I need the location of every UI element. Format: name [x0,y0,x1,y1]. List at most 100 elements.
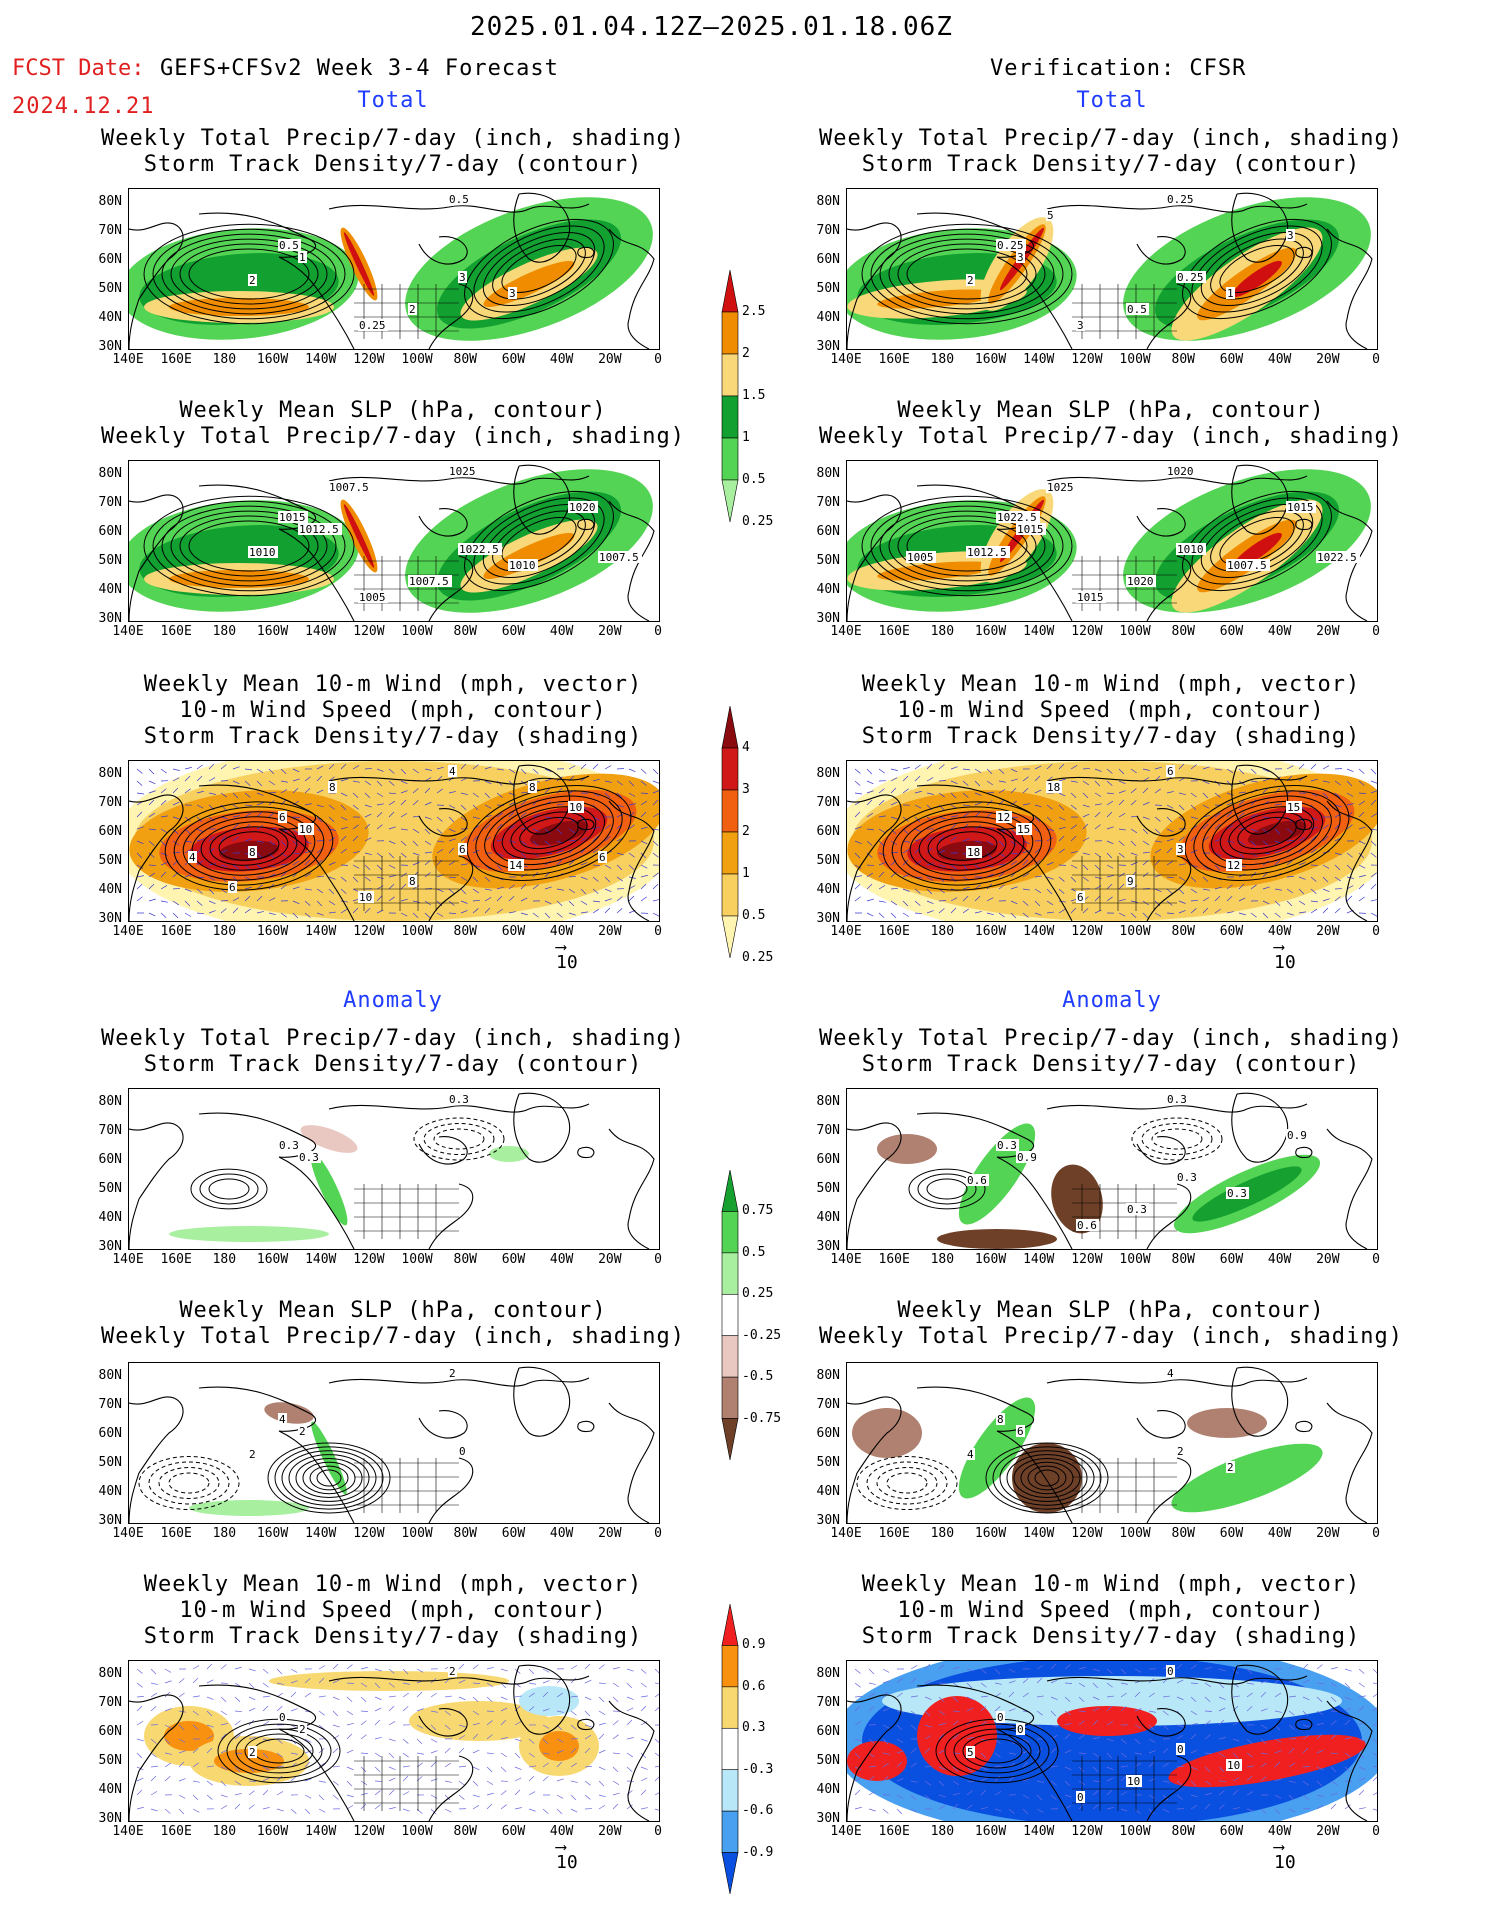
wind-vector [1274,1778,1282,1782]
panel-title-line: Storm Track Density/7-day (contour) [143,152,643,177]
colorbar-label-total-precip: 1 [742,430,750,445]
wind-vector [962,792,969,798]
wind-vector [1008,1680,1016,1684]
coastline [1295,246,1313,259]
wind-vector [640,874,648,878]
contour-label: 0 [1177,1743,1184,1756]
wind-vector [652,799,659,806]
wind-vector [580,888,587,895]
wind-vector [206,1747,213,1754]
coastline [577,518,595,531]
lon-tick-label: 0 [654,624,662,639]
lon-tick-label: 20W [598,1252,622,1267]
wind-vector [1358,1789,1365,1796]
wind-vector [1154,788,1161,794]
contour-label: 1007.5 [1227,559,1267,572]
wind-vector [952,1803,959,1810]
wind-vector [528,1808,536,1812]
wind-vector [1358,768,1365,774]
wind-vector [998,768,1005,774]
lon-tick-label: 20W [1316,352,1340,367]
wind-vector [1148,1778,1156,1782]
wind-vector [1064,1696,1071,1703]
contour-label-bg [298,1151,321,1163]
wind-vector [444,1808,452,1813]
vector-reference: ⟶ 10 [1274,939,1296,974]
lat-tick-label: 30N [816,911,840,926]
wind-vector [136,1789,143,1796]
wind-vector [626,1682,633,1689]
wind-vector [994,1682,1002,1685]
wind-vector [1142,828,1149,835]
wind-vector [232,823,239,830]
wind-vector [268,768,275,775]
wind-vector [854,852,861,859]
wind-vector [184,816,191,822]
wind-vector [1034,888,1042,894]
wind-vector [628,803,636,806]
wind-vector [914,804,922,809]
contour-label-bg [996,511,1040,523]
coastline [1326,228,1373,349]
wind-vector [640,896,647,902]
panel-title-line: Weekly Total Precip/7-day (inch, shading… [818,126,1404,151]
contour-label-bg [1226,1187,1249,1199]
coastline [328,775,590,785]
wind-vector [924,1780,931,1786]
wind-vector [436,816,443,822]
colorbar-segment [721,395,739,439]
coastline [1326,500,1373,621]
lon-tick-label: 160E [878,924,910,939]
wind-vector [966,1668,974,1672]
lat-tick-label: 60N [816,252,840,267]
wind-vector [570,1794,577,1801]
wind-vector [914,764,921,770]
contour-line [882,801,1052,891]
wind-vector [1226,825,1234,830]
wind-vector [500,1707,508,1712]
wind-vector [640,1682,647,1688]
wind-vector [1358,1695,1366,1698]
wind-vector [244,804,253,806]
contour-line [484,795,614,871]
wind-vector [568,839,576,842]
lon-tick-label: 0 [1372,1824,1380,1839]
wind-vector [412,828,420,834]
wind-vector [926,836,933,842]
wind-vector [628,852,635,858]
wind-vector [448,816,455,823]
wind-vector [1204,1682,1212,1688]
contour-label-bg [1126,875,1135,887]
wind-vector [1346,811,1353,818]
wind-vector [654,1792,659,1796]
vector-reference-label: 10 [556,1852,578,1873]
vector-reference: ⟶ 10 [1274,1839,1296,1874]
lon-tick-label: 180 [212,1526,237,1541]
wind-vector [974,911,982,914]
lon-tick-label: 100W [1119,924,1151,939]
contour-label-bg [1076,1791,1085,1803]
contour-line [897,515,1037,577]
colorbar-segment [721,353,739,397]
wind-vector [1232,1777,1240,1782]
wind-vector [514,1695,522,1698]
wind-vector [150,1692,157,1698]
contour-line [1210,800,1324,866]
wind-vector [374,1804,381,1810]
wind-vector [1204,1752,1212,1755]
wind-vector [1022,1738,1030,1743]
wind-vector [388,840,396,845]
contour-label: 1020 [569,501,596,514]
wind-vector [1022,859,1029,866]
wind-vector [914,876,923,878]
wind-vector [866,840,873,846]
wind-vector [938,1805,946,1810]
contour-label: 2 [449,1367,456,1380]
contour-label-bg [1226,1759,1242,1771]
wind-vector [1178,910,1186,914]
contour-label: 0.6 [967,1174,987,1187]
wind-vector [926,763,933,770]
wind-vector [1316,1794,1324,1798]
wind-vector [1176,1663,1183,1670]
wind-vector [268,791,276,794]
